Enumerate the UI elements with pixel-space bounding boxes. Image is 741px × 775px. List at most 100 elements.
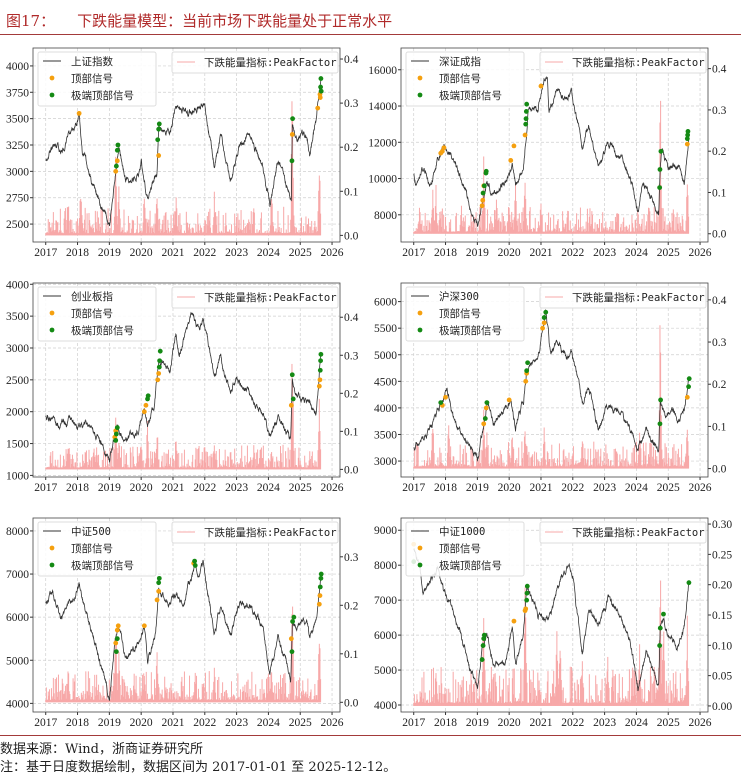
y2-tick-label: 0.2 xyxy=(344,600,359,612)
legend-label: 极端顶部信号 xyxy=(71,89,134,102)
extreme-top-signal-point xyxy=(479,657,485,662)
x-tick-label: 2025 xyxy=(657,247,680,259)
footer-divider xyxy=(0,735,741,736)
extreme-top-signal-point xyxy=(157,358,163,364)
chart-panel-6: 2017 2018 2019 2020 2021 2022 2023 2024 2025 2026… xyxy=(368,510,740,745)
y-tick-label: 7000 xyxy=(6,569,29,581)
x-tick-label: 2017 xyxy=(34,717,57,729)
extreme-top-signal-point xyxy=(481,632,487,638)
top-signal-point xyxy=(316,601,322,607)
legend-top-signal-swatch xyxy=(49,75,55,81)
x-tick-label: 2019 xyxy=(98,717,121,729)
peakfactor-bars xyxy=(45,101,322,236)
legend-label: 顶部信号 xyxy=(71,307,113,320)
top-signal-point xyxy=(439,148,445,154)
extreme-top-signal-point xyxy=(289,649,295,655)
extreme-top-signal-point xyxy=(317,584,323,590)
x-tick-label: 2022 xyxy=(193,247,216,259)
x-tick-label: 2024 xyxy=(257,717,280,729)
extreme-top-signal-point xyxy=(317,367,323,373)
plot-frame xyxy=(32,517,341,713)
legend-label: 下跌能量指标:PeakFactor xyxy=(572,526,705,539)
extreme-top-signal-point xyxy=(115,142,121,148)
x-tick-label: 2019 xyxy=(466,247,489,259)
x-tick-label: 2022 xyxy=(561,482,584,494)
y-tick-label: 4500 xyxy=(374,376,397,388)
extreme-top-signal-point xyxy=(658,397,663,403)
x-tick-label: 2024 xyxy=(625,247,648,259)
y-tick-label: 1000 xyxy=(6,470,29,482)
y-tick-label: 3250 xyxy=(6,140,29,152)
y-tick-label: 3500 xyxy=(6,311,29,323)
extreme-top-signal-point xyxy=(145,393,151,399)
top-signal-point xyxy=(289,132,295,137)
extreme-top-signal-point xyxy=(541,315,547,320)
x-tick-label: 2021 xyxy=(529,717,552,729)
y2-tick-label: 0.10 xyxy=(712,640,732,652)
x-tick-label: 2022 xyxy=(193,717,216,729)
index-line xyxy=(413,309,690,462)
extreme-top-signal-point xyxy=(290,116,295,122)
legend-label: 中证500 xyxy=(71,525,111,538)
y2-tick-label: 0.1 xyxy=(344,186,359,198)
y-tick-label: 4000 xyxy=(374,403,397,415)
index-line xyxy=(45,311,322,464)
x-tick-label: 2025 xyxy=(657,482,680,494)
x-tick-label: 2020 xyxy=(498,717,521,729)
top-signal-point xyxy=(523,378,529,384)
x-tick-label: 2023 xyxy=(225,482,248,494)
extreme-top-signal-point xyxy=(113,431,119,437)
extreme-top-signal-point xyxy=(192,558,198,564)
y2-tick-label: 0.0 xyxy=(712,229,727,241)
x-tick-label: 2021 xyxy=(529,247,552,259)
legend-box xyxy=(539,286,707,309)
plot-frame xyxy=(400,517,709,713)
figure-number: 图17： xyxy=(6,12,56,30)
top-signal-point xyxy=(506,397,512,403)
legend-top-signal-swatch xyxy=(417,310,423,316)
top-signal-point xyxy=(76,110,82,116)
x-tick-label: 2022 xyxy=(561,717,584,729)
y-tick-label: 10000 xyxy=(368,174,397,186)
legend-label: 下跌能量指标:PeakFactor xyxy=(204,526,337,539)
x-tick-label: 2018 xyxy=(434,717,457,729)
extreme-top-signal-point xyxy=(480,643,486,648)
x-tick-label: 2023 xyxy=(593,717,616,729)
extreme-top-signal-point xyxy=(113,437,119,443)
top-signal-point xyxy=(156,588,162,594)
y2-tick-label: 0.1 xyxy=(344,649,359,661)
y2-tick-label: 0.2 xyxy=(712,379,727,391)
y-tick-label: 14000 xyxy=(368,101,397,113)
legend-label: 下跌能量指标:PeakFactor xyxy=(572,291,705,304)
x-tick-label: 2020 xyxy=(130,482,153,494)
y2-tick-label: 0.30 xyxy=(712,519,732,531)
chart-svg: 2017 2018 2019 2020 2021 2022 2023 2024 2025 2026… xyxy=(6,47,359,259)
extreme-top-signal-point xyxy=(291,614,297,620)
y2-tick-label: 0.4 xyxy=(712,64,727,76)
legend-label: 极端顶部信号 xyxy=(71,559,134,572)
chart-panel-4: 2017 2018 2019 2020 2021 2022 2023 2024 2025 2026… xyxy=(368,275,740,510)
extreme-top-signal-point xyxy=(113,163,119,169)
extreme-top-signal-point xyxy=(156,580,162,586)
extreme-top-signal-point xyxy=(661,611,666,617)
y2-tick-label: 0.4 xyxy=(344,54,359,66)
extreme-top-signal-point xyxy=(114,425,120,431)
y-tick-label: 2500 xyxy=(6,375,29,387)
y2-tick-label: 0.15 xyxy=(712,610,732,622)
top-signal-point xyxy=(141,409,147,415)
x-tick-label: 2024 xyxy=(625,482,648,494)
legend-top-signal-swatch xyxy=(49,310,55,316)
top-signal-point xyxy=(541,320,547,326)
y-tick-label: 6000 xyxy=(6,612,29,624)
legend-box xyxy=(37,51,157,107)
extreme-top-signal-point xyxy=(318,84,323,90)
index-line xyxy=(413,76,690,227)
figure-title-text: 下跌能量模型：当前市场下跌能量处于正常水平 xyxy=(77,12,393,30)
top-signal-point xyxy=(684,141,690,147)
extreme-top-signal-point xyxy=(686,580,692,586)
legend-label: 顶部信号 xyxy=(439,542,481,555)
y2-tick-label: 0.0 xyxy=(712,464,727,476)
extreme-top-signal-point xyxy=(524,590,530,596)
extreme-top-signal-point xyxy=(657,625,663,631)
